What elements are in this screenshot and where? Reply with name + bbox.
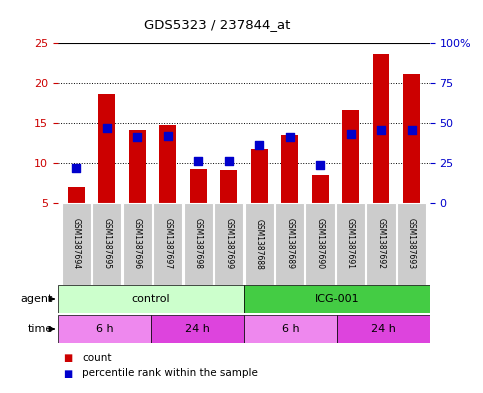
- Bar: [244, 285, 430, 313]
- Text: percentile rank within the sample: percentile rank within the sample: [82, 369, 258, 378]
- Text: ICG-001: ICG-001: [314, 294, 359, 304]
- Text: control: control: [132, 294, 170, 304]
- Bar: [397, 203, 426, 285]
- Bar: [251, 149, 268, 203]
- Bar: [62, 203, 91, 285]
- Bar: [129, 130, 145, 203]
- Text: GSM1387691: GSM1387691: [346, 219, 355, 270]
- Bar: [190, 169, 207, 203]
- Text: count: count: [82, 353, 112, 363]
- Text: ■: ■: [63, 353, 72, 363]
- Bar: [153, 203, 183, 285]
- Text: agent: agent: [21, 294, 53, 304]
- Point: [408, 127, 415, 133]
- Text: 6 h: 6 h: [282, 324, 299, 334]
- Bar: [244, 315, 337, 343]
- Bar: [151, 315, 244, 343]
- Bar: [336, 203, 365, 285]
- Bar: [68, 187, 85, 203]
- Bar: [214, 203, 243, 285]
- Point: [286, 134, 294, 141]
- Bar: [342, 110, 359, 203]
- Bar: [184, 203, 213, 285]
- Point: [377, 127, 385, 133]
- Point: [316, 162, 324, 168]
- Bar: [92, 203, 121, 285]
- Text: GDS5323 / 237844_at: GDS5323 / 237844_at: [144, 18, 291, 31]
- Text: GSM1387688: GSM1387688: [255, 219, 264, 270]
- Bar: [367, 203, 396, 285]
- Text: GSM1387699: GSM1387699: [224, 219, 233, 270]
- Text: 6 h: 6 h: [96, 324, 113, 334]
- Bar: [275, 203, 304, 285]
- Text: GSM1387695: GSM1387695: [102, 219, 111, 270]
- Bar: [159, 125, 176, 203]
- Text: GSM1387692: GSM1387692: [377, 219, 385, 270]
- Bar: [373, 53, 389, 203]
- Point: [72, 165, 80, 171]
- Point: [164, 133, 171, 139]
- Point: [347, 131, 355, 138]
- Bar: [58, 285, 244, 313]
- Bar: [312, 175, 328, 203]
- Bar: [99, 94, 115, 203]
- Text: time: time: [28, 324, 53, 334]
- Bar: [220, 170, 237, 203]
- Point: [194, 158, 202, 165]
- Text: 24 h: 24 h: [371, 324, 396, 334]
- Point: [133, 134, 141, 141]
- Bar: [244, 203, 274, 285]
- Bar: [281, 135, 298, 203]
- Text: GSM1387693: GSM1387693: [407, 219, 416, 270]
- Text: GSM1387690: GSM1387690: [315, 219, 325, 270]
- Text: 24 h: 24 h: [185, 324, 210, 334]
- Point: [256, 142, 263, 149]
- Bar: [403, 73, 420, 203]
- Text: ■: ■: [63, 369, 72, 378]
- Text: GSM1387696: GSM1387696: [133, 219, 142, 270]
- Point: [103, 125, 111, 131]
- Text: GSM1387694: GSM1387694: [72, 219, 81, 270]
- Text: GSM1387689: GSM1387689: [285, 219, 294, 270]
- Bar: [58, 315, 151, 343]
- Text: GSM1387697: GSM1387697: [163, 219, 172, 270]
- Text: GSM1387698: GSM1387698: [194, 219, 203, 270]
- Bar: [123, 203, 152, 285]
- Bar: [305, 203, 335, 285]
- Point: [225, 158, 232, 165]
- Bar: [337, 315, 430, 343]
